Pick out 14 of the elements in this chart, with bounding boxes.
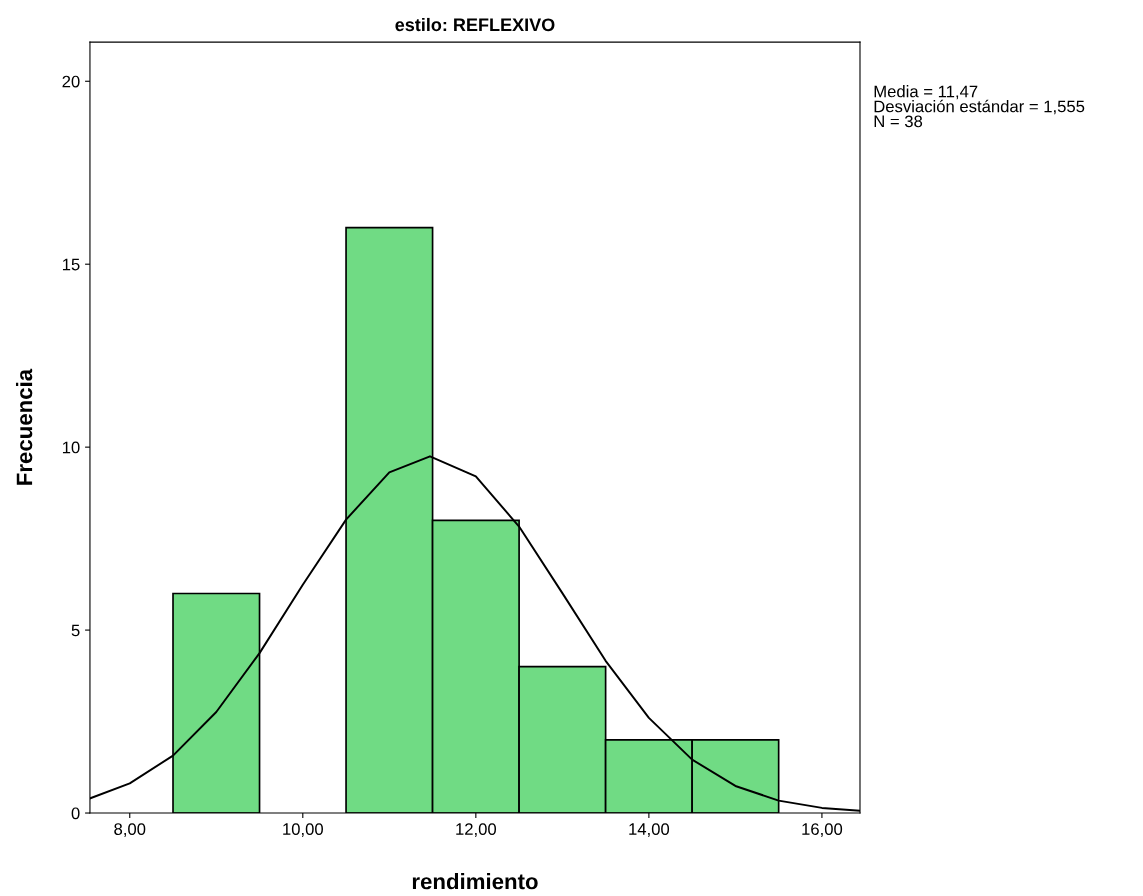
- x-tick-label: 10,00: [283, 823, 323, 837]
- y-tick-label: 10: [62, 441, 80, 454]
- x-axis-title: rendimiento: [412, 873, 538, 890]
- x-tick-label: 16,00: [802, 823, 843, 837]
- text: Media = 11,47 Desviación estándar = 1,555 N = 38: [874, 85, 1085, 128]
- x-tick-label: 8,00: [114, 823, 146, 837]
- x-tick-label: 14,00: [629, 823, 670, 837]
- y-tick-label: 0: [71, 807, 80, 820]
- chart-title: estilo: REFLEXIVO: [395, 17, 555, 32]
- y-tick-label: 15: [62, 258, 80, 271]
- y-tick-label: 5: [71, 624, 80, 637]
- x-tick-label: 12,00: [456, 823, 497, 837]
- y-tick-label: 20: [62, 75, 80, 88]
- y-axis-title: Frecuencia: [15, 368, 33, 485]
